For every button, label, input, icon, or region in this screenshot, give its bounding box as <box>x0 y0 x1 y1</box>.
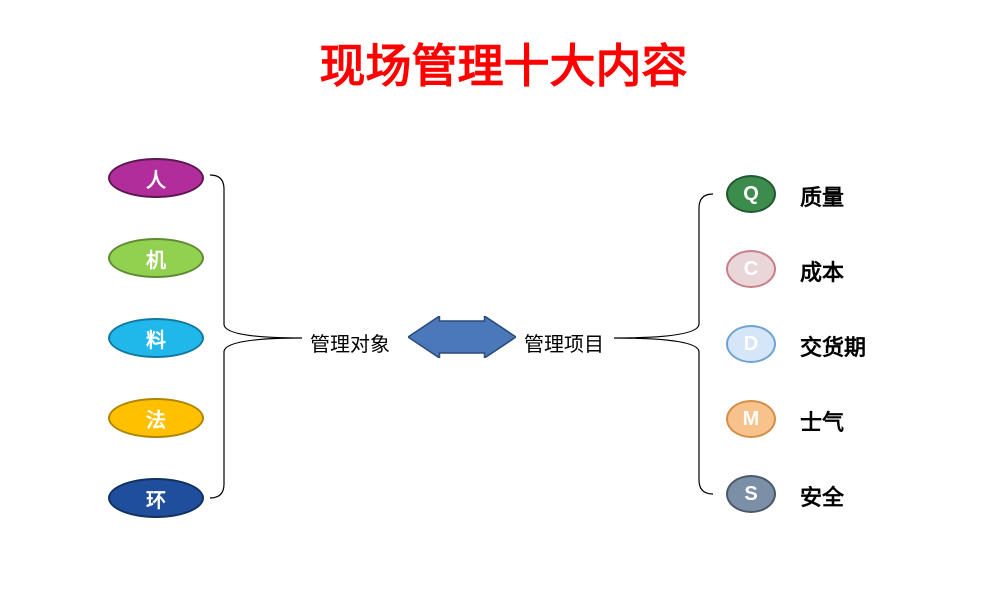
left-node-1: 机 <box>108 238 204 278</box>
right-node-1: C <box>726 250 776 288</box>
right-node-1-text: 成本 <box>800 255 844 287</box>
left-node-2-label: 料 <box>146 324 166 353</box>
right-node-4: S <box>726 475 776 513</box>
left-node-3: 法 <box>108 398 204 438</box>
right-node-3-letter: M <box>743 408 760 431</box>
right-node-4-letter: S <box>744 483 757 506</box>
right-node-2: D <box>726 325 776 363</box>
left-node-4-label: 环 <box>146 484 166 513</box>
center-left-label: 管理对象 <box>310 328 390 357</box>
left-node-2: 料 <box>108 318 204 358</box>
right-node-0-text: 质量 <box>800 180 844 212</box>
right-node-4-text: 安全 <box>800 480 844 512</box>
left-node-1-label: 机 <box>146 244 166 273</box>
right-node-2-text: 交货期 <box>800 330 866 362</box>
right-node-3: M <box>726 400 776 438</box>
left-node-4: 环 <box>108 478 204 518</box>
center-right-label: 管理项目 <box>524 328 604 357</box>
right-node-1-letter: C <box>744 258 758 281</box>
right-node-0-letter: Q <box>743 183 759 206</box>
left-node-0: 人 <box>108 158 204 198</box>
right-node-2-letter: D <box>744 333 758 356</box>
left-node-0-label: 人 <box>146 164 166 193</box>
right-node-0: Q <box>726 175 776 213</box>
diagram-title: 现场管理十大内容 <box>0 30 1007 96</box>
left-node-3-label: 法 <box>146 404 166 433</box>
right-node-3-text: 士气 <box>800 405 844 437</box>
double-arrow-icon <box>408 316 516 358</box>
